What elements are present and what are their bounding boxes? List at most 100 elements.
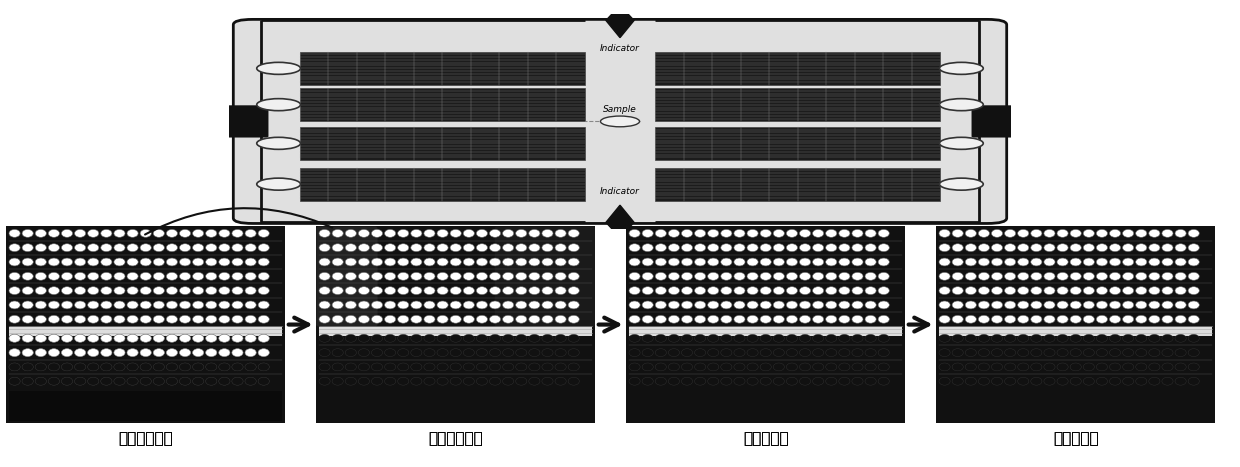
Circle shape (1136, 349, 1147, 356)
Circle shape (682, 258, 693, 266)
Circle shape (866, 258, 877, 266)
Circle shape (826, 301, 837, 309)
Circle shape (812, 258, 823, 266)
Circle shape (1056, 377, 1068, 385)
Circle shape (319, 301, 330, 309)
Circle shape (1004, 315, 1016, 323)
Circle shape (629, 334, 640, 342)
Circle shape (1004, 349, 1016, 356)
Circle shape (866, 272, 877, 280)
Circle shape (1056, 258, 1068, 266)
Circle shape (48, 349, 60, 356)
Circle shape (166, 363, 177, 371)
Circle shape (154, 377, 165, 385)
Circle shape (100, 377, 112, 385)
Circle shape (100, 301, 112, 309)
Circle shape (952, 377, 963, 385)
Circle shape (1176, 315, 1187, 323)
Circle shape (372, 244, 383, 252)
Circle shape (1018, 349, 1029, 356)
Circle shape (1188, 315, 1199, 323)
Circle shape (720, 334, 732, 342)
Circle shape (1056, 272, 1068, 280)
Circle shape (319, 287, 330, 295)
Circle shape (372, 287, 383, 295)
Circle shape (48, 363, 60, 371)
Circle shape (668, 377, 680, 385)
Circle shape (384, 334, 396, 342)
Circle shape (358, 301, 370, 309)
Circle shape (786, 258, 797, 266)
Circle shape (319, 244, 330, 252)
Circle shape (1030, 301, 1042, 309)
Circle shape (1056, 229, 1068, 237)
Circle shape (35, 363, 46, 371)
Circle shape (760, 272, 771, 280)
Circle shape (952, 229, 963, 237)
Circle shape (319, 229, 330, 237)
Circle shape (1176, 287, 1187, 295)
Circle shape (372, 363, 383, 371)
Circle shape (1056, 287, 1068, 295)
Circle shape (516, 363, 527, 371)
Circle shape (1044, 258, 1055, 266)
Circle shape (542, 349, 553, 356)
FancyBboxPatch shape (930, 223, 1220, 426)
Circle shape (978, 258, 990, 266)
Circle shape (516, 244, 527, 252)
Circle shape (22, 258, 33, 266)
Circle shape (939, 287, 950, 295)
Circle shape (410, 377, 422, 385)
Circle shape (1136, 315, 1147, 323)
Circle shape (708, 349, 719, 356)
Circle shape (35, 301, 46, 309)
Circle shape (708, 377, 719, 385)
Circle shape (746, 315, 758, 323)
Circle shape (542, 287, 553, 295)
Circle shape (126, 272, 138, 280)
Circle shape (800, 301, 811, 309)
Circle shape (398, 287, 409, 295)
Text: 油相分隔后: 油相分隔后 (1053, 432, 1099, 446)
Circle shape (826, 334, 837, 342)
Circle shape (232, 301, 243, 309)
Circle shape (192, 349, 203, 356)
Circle shape (410, 258, 422, 266)
Circle shape (450, 301, 461, 309)
Bar (655, 168, 940, 201)
Circle shape (436, 272, 448, 280)
Circle shape (9, 349, 20, 356)
Circle shape (424, 287, 435, 295)
Circle shape (556, 287, 567, 295)
Circle shape (424, 272, 435, 280)
Circle shape (1176, 363, 1187, 371)
Circle shape (786, 349, 797, 356)
Circle shape (542, 244, 553, 252)
Circle shape (720, 363, 732, 371)
Circle shape (154, 363, 165, 371)
Circle shape (192, 377, 203, 385)
Circle shape (180, 229, 191, 237)
Circle shape (852, 315, 863, 323)
Circle shape (345, 377, 356, 385)
Circle shape (88, 244, 99, 252)
Circle shape (992, 334, 1003, 342)
Circle shape (1162, 334, 1173, 342)
Circle shape (878, 244, 889, 252)
Circle shape (812, 301, 823, 309)
Circle shape (992, 377, 1003, 385)
FancyBboxPatch shape (971, 105, 1022, 137)
Circle shape (682, 315, 693, 323)
Circle shape (62, 301, 73, 309)
Circle shape (126, 349, 138, 356)
Circle shape (246, 363, 257, 371)
Circle shape (424, 229, 435, 237)
Circle shape (708, 363, 719, 371)
Circle shape (952, 244, 963, 252)
Circle shape (774, 377, 785, 385)
Circle shape (655, 349, 666, 356)
Circle shape (939, 377, 950, 385)
Circle shape (166, 334, 177, 342)
Circle shape (629, 349, 640, 356)
Circle shape (1110, 315, 1121, 323)
